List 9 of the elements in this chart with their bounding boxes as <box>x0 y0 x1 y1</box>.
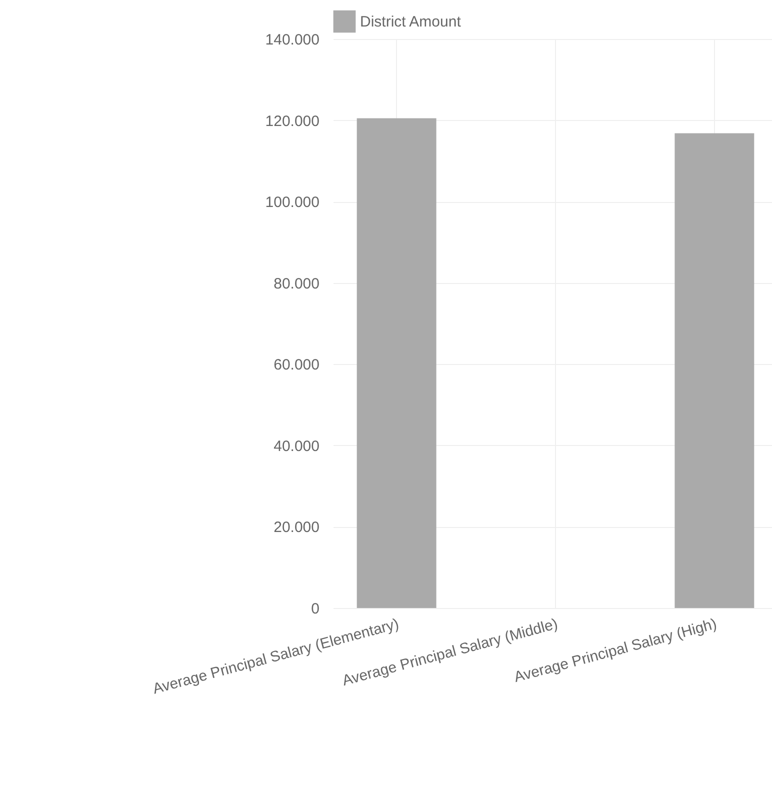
y-tick-label: 0 <box>311 600 320 618</box>
y-tick-label: 120.000 <box>265 112 320 130</box>
y-tick-label: 60.000 <box>274 356 320 374</box>
y-tick-label: 140.000 <box>265 32 320 48</box>
y-tick-label: 40.000 <box>274 438 320 455</box>
y-tick-label: 100.000 <box>265 194 320 212</box>
y-tick-label: 20.000 <box>274 519 320 536</box>
legend-label: District Amount <box>360 14 462 30</box>
y-tick-label: 80.000 <box>274 275 320 292</box>
